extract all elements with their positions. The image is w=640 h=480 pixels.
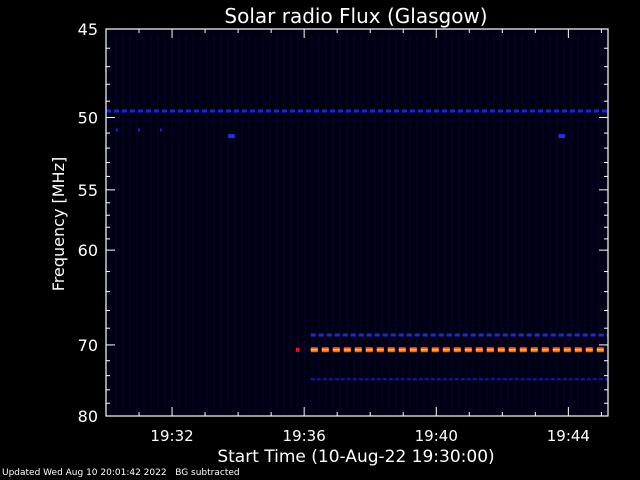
y-axis-label: Frequency [MHz] <box>49 157 68 291</box>
axis-ticks: 19:32 19:36 19:40 19:44 45 50 55 60 70 80 <box>78 20 608 445</box>
x-tick-label: 19:40 <box>415 427 458 445</box>
y-tick-label: 45 <box>78 20 98 39</box>
y-tick-label: 55 <box>78 181 98 200</box>
chart-title: Solar radio Flux (Glasgow) <box>224 4 487 28</box>
x-tick-label: 19:36 <box>283 427 326 445</box>
footer: Updated Wed Aug 10 20:01:42 2022 BG subt… <box>2 468 240 478</box>
y-tick-label: 80 <box>78 407 98 426</box>
x-tick-label: 19:44 <box>547 427 590 445</box>
plot-background <box>106 29 608 416</box>
y-tick-label: 50 <box>78 108 98 127</box>
emission-features <box>106 35 608 412</box>
plot-frame <box>105 28 609 417</box>
y-tick-label: 70 <box>78 336 98 355</box>
x-tick-label: 19:32 <box>150 427 193 445</box>
processing-note: BG subtracted <box>175 468 240 478</box>
y-tick-label: 60 <box>78 241 98 260</box>
x-axis-label: Start Time (10-Aug-22 19:30:00) <box>217 447 494 467</box>
update-timestamp: Updated Wed Aug 10 20:01:42 2022 <box>2 468 167 478</box>
